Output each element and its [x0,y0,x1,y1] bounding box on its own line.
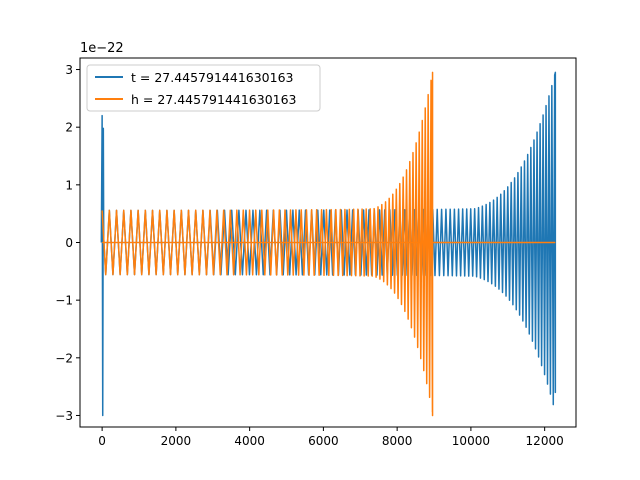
y-tick-label: 0 [65,236,73,250]
y-tick-label: −3 [55,409,73,423]
series-lines [100,71,557,417]
legend-label: h = 27.445791441630163 [131,92,297,107]
x-tick-label: 4000 [234,434,265,448]
series-1 [101,71,556,417]
x-tick-label: 0 [98,434,106,448]
series-line-segment [100,114,105,417]
y-tick-label: 2 [65,121,73,135]
x-tick-label: 6000 [308,434,339,448]
x-tick-label: 12000 [526,434,564,448]
x-axis: 0 2000 4000 6000 8000 10000 12000 [98,427,564,448]
y-offset-label: 1e−22 [80,41,124,56]
y-axis: −3 −2 −1 0 1 2 3 [55,63,80,423]
x-tick-label: 10000 [452,434,490,448]
y-tick-label: −1 [55,294,73,308]
legend: t = 27.445791441630163 h = 27.44579144163… [86,64,321,112]
y-tick-label: 1 [65,178,73,192]
series-line-segment [101,71,434,417]
y-tick-label: −2 [55,351,73,365]
plot-area [100,71,557,417]
x-tick-label: 2000 [161,434,192,448]
x-tick-label: 8000 [382,434,413,448]
legend-label: t = 27.445791441630163 [131,70,294,85]
y-tick-label: 3 [65,63,73,77]
legend-box [86,64,321,112]
